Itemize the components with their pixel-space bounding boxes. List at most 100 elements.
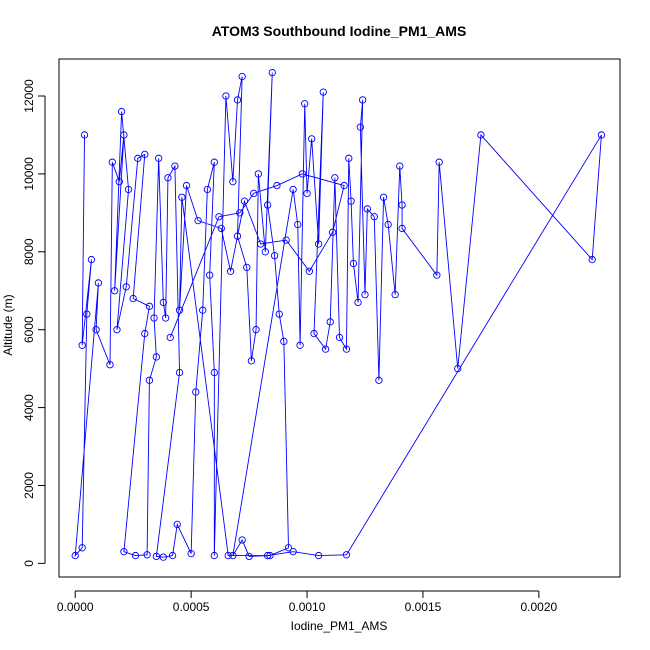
data-point [310, 329, 318, 338]
data-point [168, 551, 177, 560]
data-point [340, 181, 348, 190]
data-point [113, 326, 121, 334]
data-point [226, 267, 235, 275]
data-point [206, 271, 214, 279]
data-point [240, 197, 249, 205]
data-point [175, 368, 184, 377]
data-point [331, 174, 339, 182]
data-point [166, 333, 174, 342]
x-tick-label: 0.0000 [57, 600, 94, 614]
data-point [117, 107, 126, 116]
data-point [328, 228, 337, 236]
data-point [321, 345, 330, 353]
data-point [94, 279, 103, 287]
data-point [254, 170, 263, 178]
data-point [270, 252, 279, 260]
data-point [398, 224, 406, 233]
data-point [335, 333, 344, 342]
y-tick-label: 0 [22, 560, 36, 567]
data-point [141, 329, 149, 338]
data-point [273, 181, 281, 190]
data-point [294, 220, 302, 229]
data-point [289, 548, 297, 556]
series-points [71, 68, 606, 561]
data-point [120, 548, 128, 556]
data-point [71, 551, 79, 560]
data-point [384, 220, 392, 229]
data-point [250, 189, 258, 198]
data-point [222, 92, 230, 100]
data-point [263, 201, 272, 209]
data-point [391, 290, 399, 299]
data-point [356, 123, 365, 131]
data-point [217, 224, 225, 233]
data-point [342, 345, 351, 353]
data-point [178, 193, 186, 201]
data-point [131, 551, 140, 560]
data-point [215, 213, 223, 221]
data-point [298, 170, 307, 178]
data-point [435, 158, 443, 166]
data-point [199, 306, 207, 314]
data-point [243, 263, 251, 272]
data-point [433, 271, 441, 279]
data-point [597, 131, 606, 139]
series-lines [74, 72, 602, 558]
data-point [187, 549, 195, 558]
data-point [134, 154, 142, 162]
data-point [289, 185, 297, 194]
data-point [314, 240, 323, 248]
data-point [247, 357, 256, 365]
data-point [238, 72, 246, 81]
data-point [308, 135, 316, 143]
data-point [236, 209, 244, 217]
data-point [268, 68, 276, 77]
data-point [345, 154, 353, 162]
data-point [261, 248, 269, 256]
x-axis: 0.0000 0.0005 0.0010 0.0015 0.0020 [57, 590, 558, 614]
data-point [303, 189, 311, 198]
data-point [266, 551, 274, 560]
data-point [210, 158, 218, 166]
data-point [106, 361, 114, 369]
data-point [78, 341, 86, 349]
data-point [245, 552, 253, 561]
data-point [588, 255, 596, 264]
data-point [164, 174, 172, 182]
data-point [319, 88, 327, 96]
data-point [263, 551, 272, 560]
data-point [347, 197, 355, 205]
data-point [194, 216, 202, 225]
data-point [233, 96, 242, 104]
data-point [229, 551, 237, 560]
data-point [203, 185, 212, 194]
plot-frame [58, 58, 621, 578]
data-point [145, 376, 154, 384]
data-point [173, 520, 181, 529]
data-point [143, 551, 151, 559]
data-point [238, 536, 246, 544]
data-point [161, 314, 170, 322]
data-point [87, 255, 96, 264]
data-point [152, 552, 161, 561]
y-tick-label: 12000 [22, 79, 36, 113]
data-point [379, 193, 388, 201]
data-point [354, 298, 362, 307]
data-point [275, 310, 283, 318]
series-line [74, 72, 602, 558]
data-point [175, 306, 184, 314]
data-point [396, 162, 404, 170]
x-tick-label: 0.0020 [521, 600, 558, 614]
data-point [361, 290, 369, 299]
chart-title: ATOM3 Southbound Iodine_PM1_AMS [212, 23, 467, 39]
data-point [363, 205, 371, 213]
y-tick-label: 4000 [22, 394, 36, 421]
data-point [210, 368, 218, 377]
data-point [301, 100, 309, 108]
data-point [349, 259, 358, 268]
data-point [155, 154, 163, 162]
data-point [108, 158, 116, 166]
y-axis-label: Altitude (m) [1, 294, 15, 355]
